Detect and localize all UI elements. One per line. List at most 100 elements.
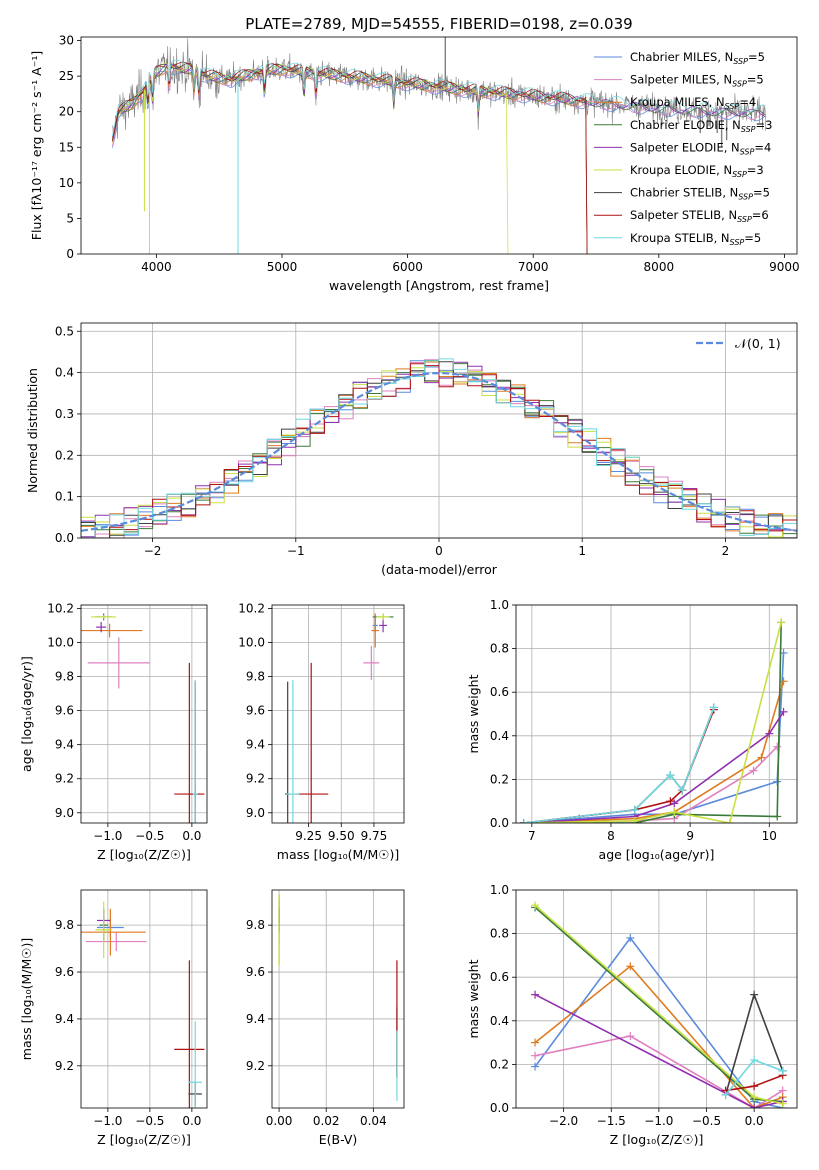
weight-marker <box>630 805 639 814</box>
errorbar-salpeter_stelib <box>174 662 205 823</box>
x-tick-label: −2.0 <box>549 1114 578 1128</box>
legend-name: Chabrier ELODIE, N <box>630 118 741 132</box>
legend-name: Salpeter MILES, N <box>630 73 732 87</box>
y-tick-label: 10.0 <box>238 635 265 649</box>
y-tick-label: 0.3 <box>55 407 74 421</box>
y-tick-label: 0.2 <box>55 448 74 462</box>
y-tick-label: 9.4 <box>246 738 265 752</box>
y-tick-label: 0.4 <box>55 366 74 380</box>
histogram-kroupa_stelib <box>81 358 797 538</box>
legend-label: 𝒩(0, 1) <box>735 336 781 351</box>
legend-sub: SSP <box>741 125 756 134</box>
weight-marker <box>750 990 759 999</box>
x-tick-label: 0.00 <box>266 1114 293 1128</box>
weight-marker <box>773 742 782 751</box>
legend-sub: SSP <box>738 193 753 202</box>
panel-weight_vs_z: −2.0 −1.5 −1.0 −0.5 0.0 0.0 0.2 0.4 0.6 0.8 1.0 Z [… <box>466 883 798 1147</box>
x-tick-label: −0.5 <box>135 829 164 843</box>
legend-label: Chabrier STELIB, NSSP=5 <box>630 186 770 202</box>
weight-marker <box>519 819 528 823</box>
weight-marker <box>666 797 675 806</box>
x-tick-label: 9 <box>686 829 694 843</box>
weight-marker <box>531 1051 540 1060</box>
x-tick-label: 0.04 <box>360 1114 387 1128</box>
weight-marker <box>531 901 540 910</box>
axes-frame <box>80 322 798 539</box>
y-tick-label: 0.8 <box>490 642 509 656</box>
y-tick-label: 10.2 <box>47 601 74 615</box>
errorbar-kroupa_elodie <box>95 901 113 958</box>
y-tick-label: 9.2 <box>55 772 74 786</box>
model-spectrum-kroupa_stelib <box>112 59 766 137</box>
y-tick-label: 0.6 <box>490 970 509 984</box>
errorbar-kroupa_miles <box>81 908 146 956</box>
panel-spectrum: 4000 5000 6000 7000 8000 9000 0 5 10 15 20 25 30 wave… <box>29 15 800 293</box>
legend-name: Salpeter ELODIE, N <box>630 140 740 154</box>
panel-age_vs_mass: 9.25 9.50 9.75 9.0 9.2 9.4 9.6 9.8 10.0 10.2 mass … <box>238 601 405 862</box>
plot-area <box>278 894 398 1101</box>
weight-marker <box>749 766 758 775</box>
legend-n: =3 <box>747 163 764 177</box>
model-spectrum-chabrier_elodie <box>112 63 766 139</box>
x-axis-label: (data-model)/error <box>381 562 498 577</box>
y-tick-label: 9.0 <box>55 806 74 820</box>
weight-marker <box>750 1104 759 1108</box>
weight-marker <box>626 962 635 971</box>
x-tick-label: 9.75 <box>361 829 388 843</box>
legend-n: =5 <box>747 73 764 87</box>
weight-marker <box>757 753 766 762</box>
plot-area <box>531 901 787 1108</box>
weight-marker <box>750 1082 759 1091</box>
legend-sub: SSP <box>732 80 747 89</box>
errorbar-kroupa_stelib <box>188 1021 202 1108</box>
plot-area <box>285 613 394 823</box>
legend-n: =4 <box>754 140 771 154</box>
legend: 𝒩(0, 1) <box>696 336 781 351</box>
model-spectrum-kroupa_elodie <box>112 62 509 254</box>
errorbar-salpeter_miles <box>86 932 147 951</box>
x-tick-label: 6000 <box>392 260 423 274</box>
weight-marker <box>626 933 635 942</box>
errorbar-salpeter_elodie <box>96 622 107 633</box>
legend-sub: SSP <box>725 102 740 111</box>
y-axis-label: Normed distribution <box>25 368 40 493</box>
y-axis-label: age [log₁₀(age/yr)] <box>19 656 34 772</box>
y-tick-label: 0.0 <box>490 816 509 830</box>
legend-sub: SSP <box>732 170 747 179</box>
legend-n: =6 <box>752 208 769 222</box>
x-tick-label: 2 <box>722 544 730 558</box>
plot-area <box>81 358 797 538</box>
axes-frame <box>515 604 798 824</box>
weight-marker <box>779 707 788 716</box>
weight-marker <box>630 816 639 823</box>
y-tick-label: 9.6 <box>246 704 265 718</box>
x-tick-label: 1 <box>578 544 586 558</box>
plot-area <box>519 618 788 823</box>
x-tick-label: −1.0 <box>93 829 122 843</box>
errorbar-kroupa_miles <box>371 613 380 648</box>
y-tick-label: 9.8 <box>55 670 74 684</box>
legend-name: Chabrier STELIB, N <box>630 186 738 200</box>
y-tick-label: 1.0 <box>490 883 509 897</box>
y-tick-label: 9.8 <box>55 918 74 932</box>
plot-area <box>81 901 205 1108</box>
y-tick-label: 0.0 <box>55 531 74 545</box>
weight-marker <box>750 1056 759 1065</box>
weight-marker <box>778 1099 787 1108</box>
model-spectrum-salpeter_stelib <box>112 61 588 254</box>
legend-label: Salpeter STELIB, NSSP=6 <box>630 208 769 224</box>
y-tick-label: 0.4 <box>490 729 509 743</box>
weight-line-salpeter_miles <box>534 1035 784 1108</box>
errorbar-salpeter_stelib <box>294 662 329 823</box>
x-tick-label: 0.0 <box>182 1114 201 1128</box>
x-axis-label: mass [log₁₀(M/M☉)] <box>277 847 399 862</box>
axes-frame <box>80 36 798 255</box>
weight-marker <box>709 703 718 712</box>
y-axis-label: mass weight <box>466 674 481 753</box>
legend-label: Salpeter MILES, NSSP=5 <box>630 73 764 89</box>
x-tick-label: 8000 <box>644 260 675 274</box>
legend-name: Kroupa MILES, N <box>630 95 725 109</box>
legend-sub: SSP <box>733 57 748 66</box>
weight-marker <box>779 677 788 686</box>
